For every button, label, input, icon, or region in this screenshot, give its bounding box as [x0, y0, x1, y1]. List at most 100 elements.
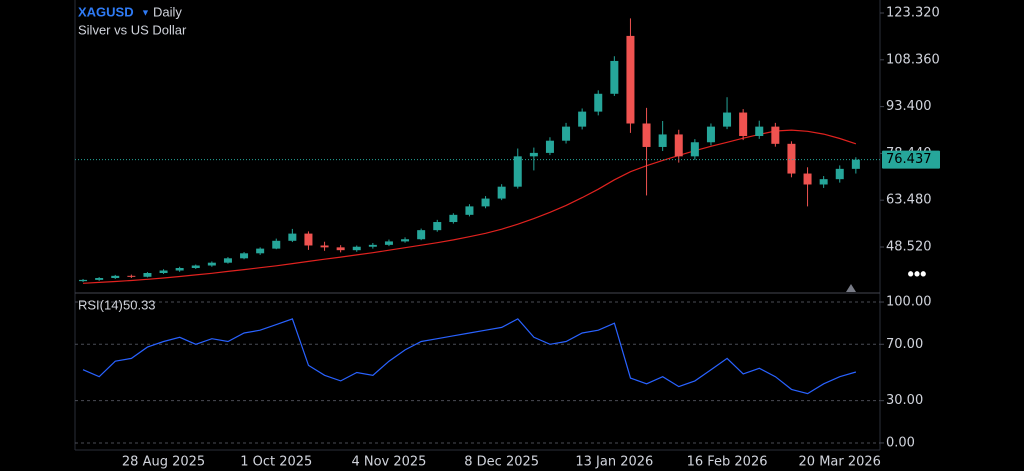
candle [368, 242, 377, 249]
rsi-title: RSI(14) [78, 297, 123, 312]
subtitle: Silver vs US Dollar [78, 22, 187, 37]
candle [433, 219, 442, 232]
candle [545, 137, 554, 156]
candle-body [384, 241, 393, 245]
y-tick-label: 48.520 [886, 239, 932, 254]
y-tick-label: 0.00 [886, 435, 915, 450]
candle-body [787, 143, 796, 174]
candle-body [127, 275, 136, 277]
candle-body [433, 222, 442, 231]
candle [803, 167, 812, 207]
candle-body [159, 270, 168, 274]
candle-body [465, 206, 474, 215]
candle-body [401, 239, 410, 242]
candle-body [674, 134, 683, 157]
candle [288, 228, 297, 243]
candle-body [771, 126, 780, 144]
candle [594, 90, 603, 116]
more-menu-icon[interactable]: ••• [908, 264, 927, 284]
candle-body [256, 248, 265, 254]
candle-body [803, 173, 812, 185]
candle-body [562, 126, 571, 141]
candle [449, 213, 458, 224]
candle [497, 184, 506, 201]
candle [481, 196, 490, 209]
candle [610, 56, 619, 96]
candle [835, 165, 844, 183]
candle [384, 239, 393, 247]
y-tick-label: 93.400 [886, 99, 932, 114]
candle [207, 261, 216, 267]
candle [690, 139, 699, 160]
candle-body [304, 233, 313, 246]
candle [272, 238, 281, 250]
x-tick-label: 28 Aug 2025 [122, 455, 205, 470]
y-tick-label: 63.480 [886, 193, 932, 208]
candle-body [513, 156, 522, 187]
candle [240, 252, 249, 260]
candle-body [819, 179, 828, 185]
candle [143, 272, 152, 278]
candle-body [755, 126, 764, 137]
candle [674, 129, 683, 163]
interval[interactable]: Daily [153, 4, 182, 19]
y-tick-label: 123.320 [886, 6, 940, 21]
candle [562, 122, 571, 144]
candle-body [143, 273, 152, 277]
y-tick-label: 100.00 [886, 295, 932, 310]
candle-body [288, 233, 297, 241]
candle [787, 141, 796, 178]
candle-body [320, 245, 329, 248]
x-tick-label: 16 Feb 2026 [687, 455, 768, 470]
last-price-tag [882, 150, 940, 169]
candle-body [529, 152, 538, 157]
candle [706, 123, 715, 146]
rsi-line [82, 318, 857, 395]
candle-body [545, 140, 554, 153]
candle-body [642, 123, 651, 147]
candle-body [578, 111, 587, 127]
candle [626, 18, 635, 133]
symbol[interactable]: XAGUSD [78, 4, 134, 19]
candle-body [79, 279, 88, 282]
candle [95, 277, 104, 281]
candle-body [352, 246, 361, 251]
x-tick-label: 13 Jan 2026 [575, 455, 653, 470]
candle [175, 266, 184, 272]
candle [127, 274, 136, 279]
x-tick-label: 4 Nov 2025 [351, 455, 426, 470]
candle-body [417, 230, 426, 240]
x-tick-label: 1 Oct 2025 [240, 455, 312, 470]
rsi-last-value: 50.33 [123, 297, 156, 312]
candle-body [658, 134, 667, 147]
candle [513, 148, 522, 189]
candle [578, 108, 587, 130]
x-tick-label: 20 Mar 2026 [799, 455, 881, 470]
candle [159, 269, 168, 274]
y-tick-label: 70.00 [886, 337, 923, 352]
candle-body [594, 93, 603, 112]
candle-body [95, 278, 104, 280]
candle [352, 245, 361, 252]
symbol-dropdown-icon[interactable]: ▼ [141, 7, 150, 17]
candle [465, 204, 474, 217]
candle-body [706, 126, 715, 143]
candle [642, 107, 651, 196]
candle-body [111, 275, 120, 279]
candle-body [610, 60, 619, 94]
candle [529, 147, 538, 171]
candle-body [191, 265, 200, 269]
scroll-marker[interactable] [846, 284, 856, 292]
candle-body [449, 214, 458, 223]
x-tick-label: 8 Dec 2025 [464, 455, 539, 470]
candle [401, 237, 410, 243]
candle-body [223, 258, 232, 263]
candle-body [207, 262, 216, 266]
candle [723, 97, 732, 130]
candle [417, 228, 426, 241]
candle [191, 264, 200, 269]
candle-body [739, 112, 748, 137]
candle [819, 176, 828, 188]
candle [336, 245, 345, 253]
